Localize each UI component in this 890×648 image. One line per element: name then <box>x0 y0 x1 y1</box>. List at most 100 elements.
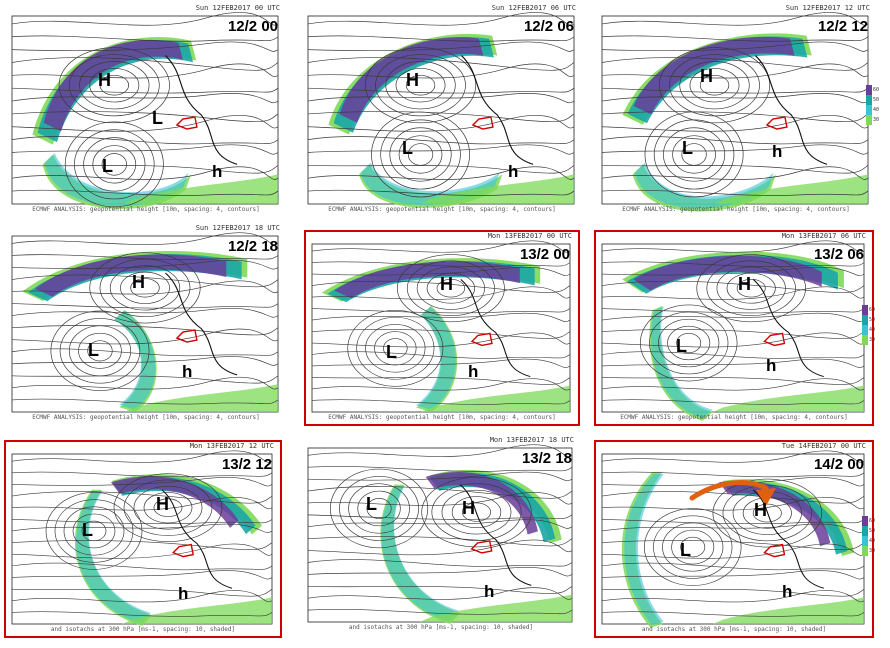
time-label: 12/2 06 <box>523 18 574 35</box>
weak-high-label: h <box>782 582 793 601</box>
panel-footer: ECMWF ANALYSIS: geopotential height [10m… <box>328 206 556 213</box>
highlight-frame <box>304 230 580 426</box>
study-area-outline <box>470 540 493 554</box>
colorbar-tick: 60 <box>873 86 880 93</box>
highlight-frame <box>594 440 874 638</box>
low-pressure-label: L <box>682 138 693 158</box>
height-contours <box>601 240 865 405</box>
study-area-outline <box>763 543 786 558</box>
height-contours <box>307 12 575 198</box>
panel-footer: and isotachs at 300 hPa [ms-1, spacing: … <box>50 626 236 633</box>
isotach-shading <box>74 473 272 626</box>
isotach-shading <box>380 469 572 624</box>
panel-header: Mon 13FEB2017 00 UTC <box>487 232 572 240</box>
time-label: 14/2 00 <box>813 456 864 473</box>
geopotential-map <box>601 12 869 212</box>
high-pressure-label: H <box>440 274 453 294</box>
panel-footer: ECMWF ANALYSIS: geopotential height [10m… <box>32 414 260 421</box>
high-pressure-label: H <box>406 70 419 90</box>
highlight-frame <box>594 230 874 426</box>
geopotential-map <box>311 240 571 413</box>
panel-header: Sun 12FEB2017 12 UTC <box>785 4 870 12</box>
panel-footer: ECMWF ANALYSIS: geopotential height [10m… <box>620 414 848 421</box>
geopotential-map <box>307 444 573 624</box>
height-contours <box>11 232 279 405</box>
time-label: 12/2 00 <box>227 18 278 35</box>
high-pressure-label: H <box>700 66 713 86</box>
panel-footer: ECMWF ANALYSIS: geopotential height [10m… <box>32 206 260 213</box>
height-contours <box>601 12 869 198</box>
panel-footer: and isotachs at 300 hPa [ms-1, spacing: … <box>641 626 827 633</box>
height-contours <box>307 444 573 615</box>
weak-high-label: h <box>182 362 193 381</box>
isotach-colorbar <box>862 515 868 556</box>
geopotential-map <box>601 450 865 628</box>
panel-header: Sun 12FEB2017 06 UTC <box>491 4 576 12</box>
weak-high-label: h <box>484 582 495 601</box>
panel-footer: and isotachs at 300 hPa [ms-1, spacing: … <box>348 624 534 631</box>
study-area-outline <box>765 116 788 130</box>
low-pressure-label: L <box>366 494 377 514</box>
weak-high-label: h <box>468 362 479 381</box>
study-area-outline <box>471 116 494 130</box>
panel-header: Mon 13FEB2017 18 UTC <box>489 436 574 444</box>
weak-high-label: h <box>766 356 777 375</box>
time-label: 13/2 12 <box>221 456 272 473</box>
isotach-shading <box>622 251 865 421</box>
orange-arrow <box>689 480 776 506</box>
panel-header: Tue 14FEB2017 00 UTC <box>781 442 866 450</box>
low-pressure-label: L <box>680 540 691 560</box>
low-pressure-label: L <box>88 340 99 360</box>
time-label: 12/2 18 <box>227 238 278 255</box>
low-pressure-label: L <box>102 156 113 176</box>
highlight-frame <box>4 440 282 638</box>
panel-footer: ECMWF ANALYSIS: geopotential height [10m… <box>622 206 850 213</box>
study-area-outline <box>470 332 493 347</box>
panel-header: Sun 12FEB2017 00 UTC <box>195 4 280 12</box>
geopotential-map <box>11 12 279 209</box>
study-area-outline <box>175 116 198 130</box>
height-contours <box>11 12 279 208</box>
weak-high-label: h <box>212 162 223 181</box>
time-label: 13/2 18 <box>521 450 572 467</box>
low-pressure-label: L <box>386 342 397 362</box>
high-pressure-label: H <box>132 272 145 292</box>
study-area-outline <box>763 332 786 347</box>
colorbar-tick: 40 <box>873 106 880 113</box>
weak-high-label: h <box>772 142 783 161</box>
high-pressure-label: H <box>98 70 111 90</box>
time-label: 12/2 12 <box>817 18 868 35</box>
high-pressure-label: H <box>754 500 767 520</box>
panel-header: Mon 13FEB2017 12 UTC <box>189 442 274 450</box>
time-label: 13/2 06 <box>813 246 864 263</box>
panel-header: Sun 12FEB2017 18 UTC <box>195 224 280 232</box>
geopotential-map <box>11 232 279 413</box>
height-contours <box>311 240 571 405</box>
geopotential-map <box>601 240 865 421</box>
panel-header: Mon 13FEB2017 06 UTC <box>781 232 866 240</box>
geopotential-map <box>11 450 273 626</box>
isotach-colorbar <box>866 84 872 125</box>
height-contours <box>11 450 273 617</box>
low-pressure-label: L <box>676 336 687 356</box>
time-label: 13/2 00 <box>519 246 570 263</box>
isotach-colorbar <box>862 304 868 345</box>
weak-high-label: h <box>178 584 189 603</box>
low-pressure-label: L <box>82 520 93 540</box>
weak-high-label: h <box>508 162 519 181</box>
colorbar-tick: 50 <box>873 96 880 103</box>
colorbar-tick: 30 <box>873 116 880 123</box>
geopotential-map <box>307 12 575 208</box>
panel-footer: ECMWF ANALYSIS: geopotential height [10m… <box>328 414 556 421</box>
high-pressure-label: H <box>156 494 169 514</box>
study-area-outline <box>175 329 198 343</box>
high-pressure-label: H <box>462 498 475 518</box>
